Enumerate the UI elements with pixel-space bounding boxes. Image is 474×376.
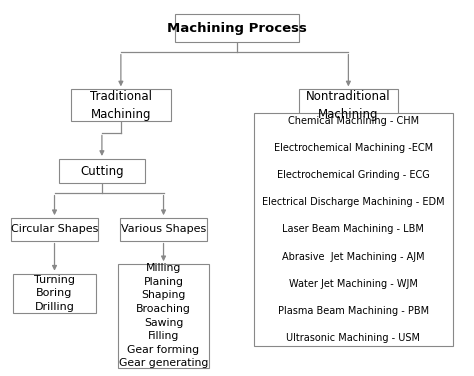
FancyBboxPatch shape	[299, 89, 398, 121]
Text: Traditional
Machining: Traditional Machining	[90, 90, 152, 121]
Text: Turning
Boring
Drilling: Turning Boring Drilling	[34, 275, 75, 312]
FancyBboxPatch shape	[11, 218, 99, 241]
Text: Circular Shapes: Circular Shapes	[11, 224, 98, 234]
FancyBboxPatch shape	[13, 274, 96, 313]
FancyBboxPatch shape	[71, 89, 171, 121]
FancyBboxPatch shape	[119, 218, 207, 241]
FancyBboxPatch shape	[118, 264, 209, 368]
Text: Machining Process: Machining Process	[167, 22, 307, 35]
Text: Nontraditional
Machining: Nontraditional Machining	[306, 90, 391, 121]
Text: Cutting: Cutting	[80, 165, 124, 177]
Text: Milling
Planing
Shaping
Broaching
Sawing
Filling
Gear forming
Gear generating: Milling Planing Shaping Broaching Sawing…	[119, 263, 208, 368]
FancyBboxPatch shape	[175, 14, 299, 42]
Text: Chemical Machining - CHM

Electrochemical Machining -ECM

Electrochemical Grindi: Chemical Machining - CHM Electrochemical…	[262, 115, 445, 343]
Text: Various Shapes: Various Shapes	[121, 224, 206, 234]
FancyBboxPatch shape	[254, 113, 453, 346]
FancyBboxPatch shape	[59, 159, 145, 183]
